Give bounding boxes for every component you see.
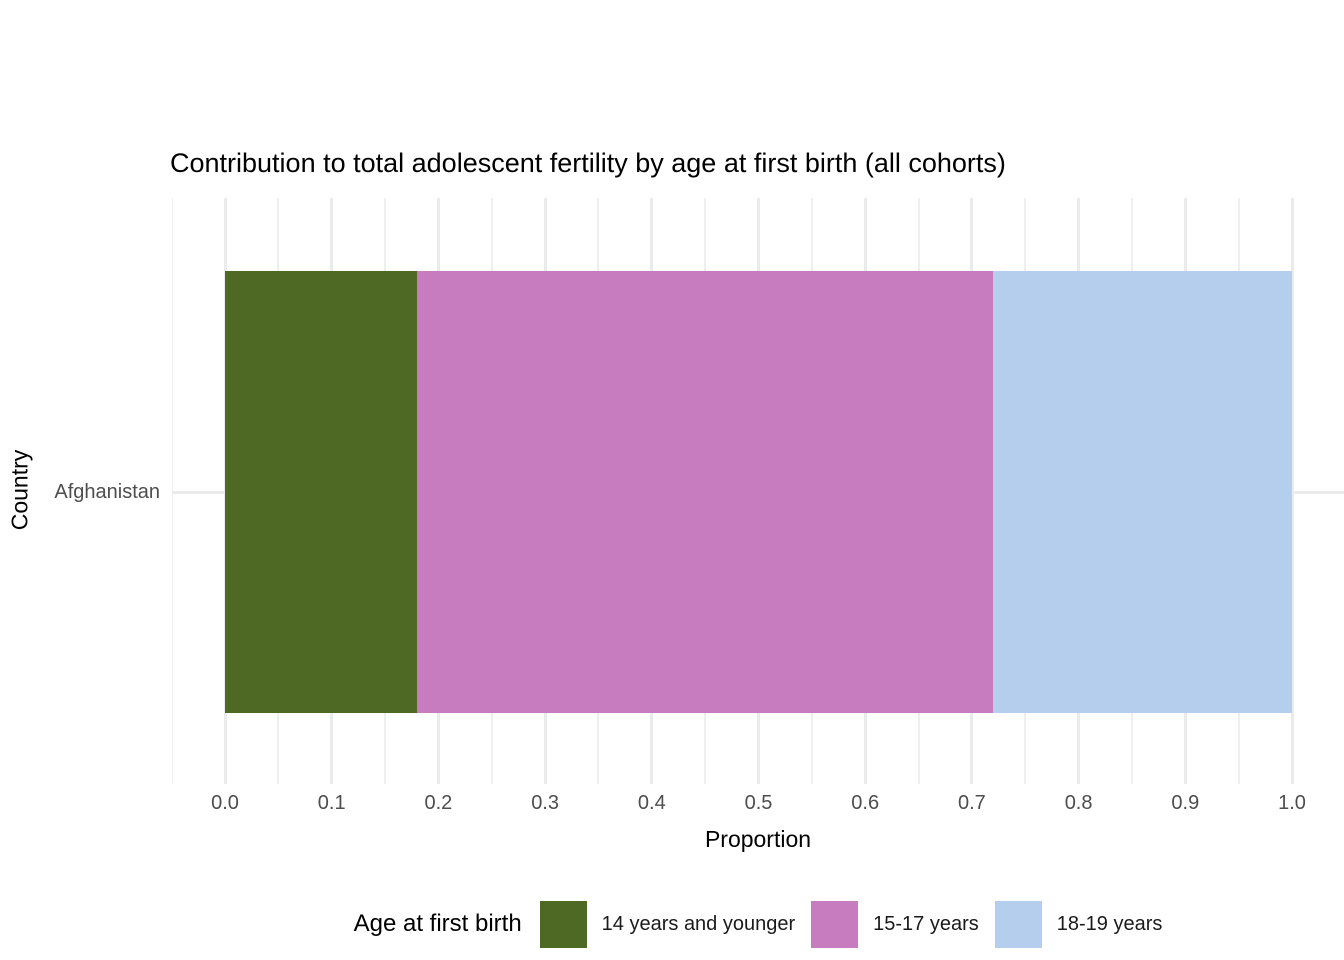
- x-tick-label: 0.4: [637, 792, 666, 814]
- legend: Age at first birth 14 years and younger 1…: [172, 896, 1344, 952]
- x-tick-label: 0.7: [957, 792, 986, 814]
- legend-swatch: [539, 900, 587, 948]
- bar-afghanistan: [225, 271, 1292, 713]
- bar-segment-15-17-years: [417, 271, 994, 713]
- chart-title: Contribution to total adolescent fertili…: [170, 148, 1006, 178]
- x-tick-label: 0.6: [851, 792, 880, 814]
- x-tick-label: 1.0: [1278, 792, 1306, 814]
- legend-items: 14 years and younger 15-17 years 18-19 yea…: [539, 900, 1163, 948]
- x-tick-label: 0.3: [531, 792, 559, 814]
- x-tick-label: 0.9: [1171, 792, 1200, 814]
- y-axis-title: Country: [6, 449, 33, 531]
- legend-label: 14 years and younger: [601, 912, 796, 935]
- legend-swatch: [994, 900, 1042, 948]
- legend-swatch: [811, 900, 859, 948]
- legend-item-15-17-years: 15-17 years: [811, 900, 979, 948]
- legend-title: Age at first birth: [353, 910, 522, 937]
- x-tick-label: 0.0: [211, 792, 239, 814]
- bar-segment-18-19-years: [993, 271, 1292, 713]
- plot-panel: [172, 198, 1344, 784]
- x-tick-label: 0.2: [424, 792, 453, 814]
- legend-label: 18-19 years: [1056, 912, 1163, 935]
- legend-item-14-years-and-younger: 14 years and younger: [539, 900, 796, 948]
- bar-segment-14-years-and-younger: [225, 271, 418, 713]
- x-tick-label: 0.8: [1064, 792, 1093, 814]
- x-tick-label: 0.5: [744, 792, 773, 814]
- x-axis-title: Proportion: [704, 826, 812, 852]
- legend-label: 15-17 years: [873, 912, 979, 935]
- legend-item-18-19-years: 18-19 years: [994, 900, 1163, 948]
- x-tick-label: 0.1: [317, 792, 346, 814]
- y-tick-label-afghanistan: Afghanistan: [54, 481, 160, 503]
